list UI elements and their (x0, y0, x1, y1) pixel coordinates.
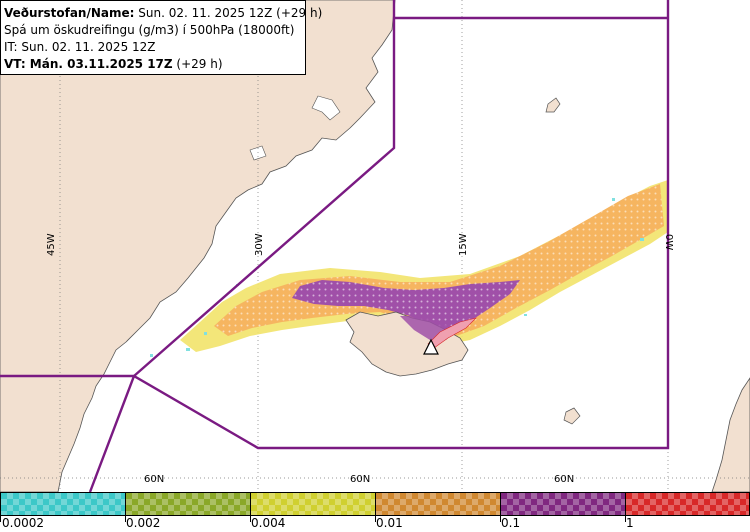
legend-tick (625, 516, 626, 522)
greenland-fjord (311, 95, 341, 121)
lon-label-15w: 15W (458, 233, 469, 256)
legend-tick (250, 516, 251, 522)
ash-high-concentration (427, 317, 477, 349)
legend-tick (125, 516, 126, 522)
volcano-marker-icon (423, 338, 439, 355)
legend-swatch-red (625, 492, 750, 516)
concentration-legend: 0.0002 0.002 0.004 0.01 0.1 1 (0, 492, 750, 532)
legend-swatch-green (125, 492, 251, 516)
legend-label-0-002: 0.002 (126, 516, 161, 530)
legend-label-0-004: 0.004 (251, 516, 286, 530)
legend-label-0-0002: 0.0002 (2, 516, 44, 530)
ash-forecast-map: 45W 30W 15W 0W 60N 60N 60N (0, 0, 750, 492)
lat-label-60n: 60N (350, 474, 370, 485)
legend-tick (500, 516, 501, 522)
graticule (0, 0, 750, 492)
advisory-boundary (0, 0, 670, 492)
lat-label-60n: 60N (144, 474, 164, 485)
legend-tick (375, 516, 376, 522)
info-name-value: Sun. 02. 11. 2025 12Z (+29 h) (134, 6, 323, 20)
faroe-islands (563, 407, 581, 425)
ash-plume-speckle (214, 184, 664, 336)
legend-label-0-1: 0.1 (501, 516, 521, 530)
legend-swatch-orange (375, 492, 501, 516)
lat-label-60n: 60N (554, 474, 574, 485)
legend-label-1: 1 (626, 516, 634, 530)
info-line-name: Veðurstofan/Name: Sun. 02. 11. 2025 12Z … (4, 5, 322, 22)
small-island (545, 97, 561, 113)
lon-label-0w: 0W (663, 234, 674, 250)
greenland-fjord (249, 145, 267, 161)
legend-swatch-yellow (250, 492, 376, 516)
lon-label-45w: 45W (46, 233, 57, 256)
forecast-info-box: Veðurstofan/Name: Sun. 02. 11. 2025 12Z … (0, 0, 322, 75)
norway-coast (711, 377, 750, 492)
greenland-landmass (0, 0, 396, 492)
info-valid-label: VT: Mán. 03.11.2025 17Z (4, 57, 173, 71)
info-line-issue-time: IT: Sun. 02. 11. 2025 12Z (4, 40, 156, 54)
legend-label-0-01: 0.01 (376, 516, 403, 530)
lon-label-30w: 30W (254, 233, 265, 256)
info-line-forecast: Spá um öskudreifingu (g/m3) í 500hPa (18… (4, 23, 295, 37)
legend-tick (0, 516, 1, 522)
info-name-label: Veðurstofan/Name: (4, 6, 135, 20)
legend-swatch-cyan (0, 492, 126, 516)
legend-swatch-purple (500, 492, 626, 516)
info-valid-value: (+29 h) (172, 57, 223, 71)
info-line-valid-time: VT: Mán. 03.11.2025 17Z (+29 h) (4, 56, 305, 73)
